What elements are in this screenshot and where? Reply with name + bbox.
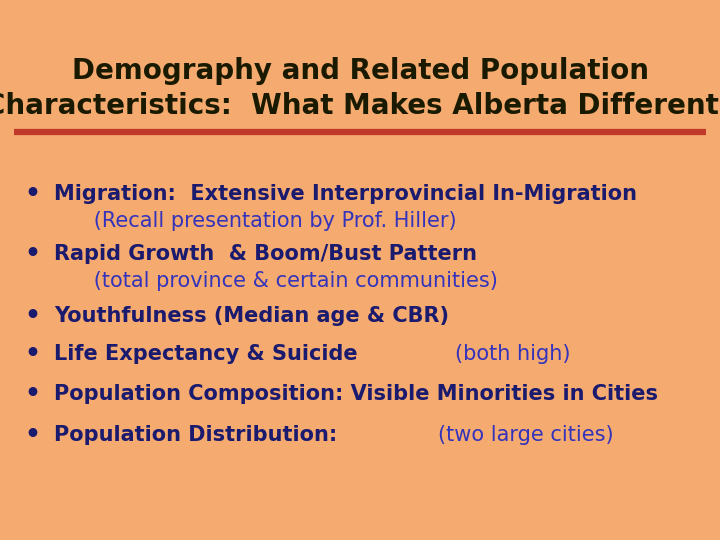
Text: (two large cities): (two large cities) [438, 424, 614, 445]
Text: (total province & certain communities): (total province & certain communities) [54, 271, 498, 291]
Text: •: • [24, 242, 40, 266]
Text: •: • [24, 183, 40, 206]
Text: •: • [24, 304, 40, 328]
Text: Migration:  Extensive Interprovincial In-Migration: Migration: Extensive Interprovincial In-… [54, 184, 637, 205]
Text: Population Distribution:: Population Distribution: [54, 424, 352, 445]
Text: Youthfulness (Median age & CBR): Youthfulness (Median age & CBR) [54, 306, 449, 326]
Text: Life Expectancy & Suicide: Life Expectancy & Suicide [54, 343, 365, 364]
Text: Rapid Growth  & Boom/Bust Pattern: Rapid Growth & Boom/Bust Pattern [54, 244, 477, 264]
Text: (Recall presentation by Prof. Hiller): (Recall presentation by Prof. Hiller) [54, 211, 456, 232]
Text: •: • [24, 382, 40, 406]
Text: Demography and Related Population
Characteristics:  What Makes Alberta Different: Demography and Related Population Charac… [0, 57, 720, 120]
Text: Population Composition: Visible Minorities in Cities: Population Composition: Visible Minoriti… [54, 384, 665, 404]
Text: •: • [24, 342, 40, 366]
Text: (both high): (both high) [455, 343, 571, 364]
Text: •: • [24, 423, 40, 447]
